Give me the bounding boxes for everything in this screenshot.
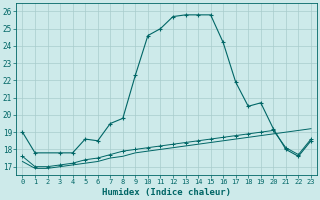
- X-axis label: Humidex (Indice chaleur): Humidex (Indice chaleur): [102, 188, 231, 197]
